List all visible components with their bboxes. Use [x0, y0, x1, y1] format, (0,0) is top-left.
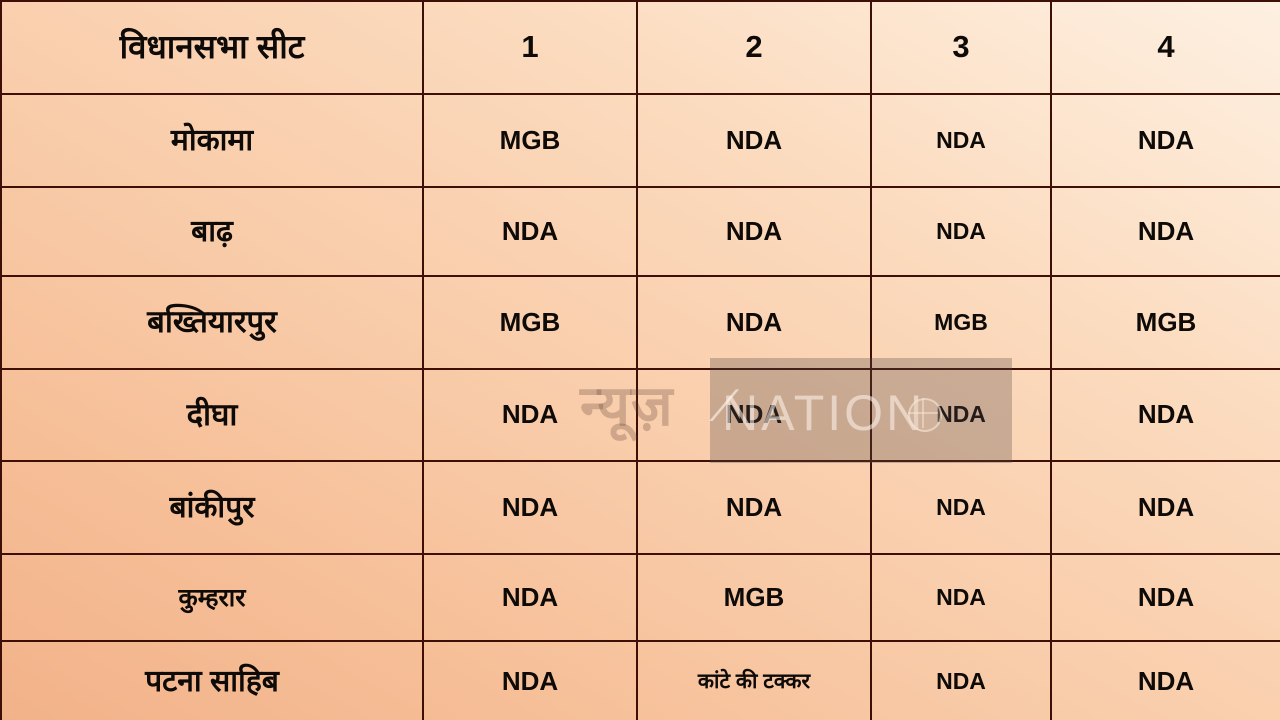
result-cell: NDA — [636, 275, 872, 370]
result-cell: NDA — [636, 460, 872, 555]
result-cell: NDA — [870, 640, 1052, 720]
result-cell: MGB — [1050, 275, 1280, 370]
result-cell: NDA — [1050, 93, 1280, 188]
result-cell: NDA — [422, 640, 638, 720]
result-cell: NDA — [422, 368, 638, 462]
table-row: कुम्हरार NDA MGB NDA NDA — [0, 553, 1280, 642]
header-seat-name: विधानसभा सीट — [0, 0, 424, 95]
header-pollster-1: 1 — [422, 0, 638, 95]
header-pollster-4: 4 — [1050, 0, 1280, 95]
result-cell: MGB — [422, 93, 638, 188]
seat-name-cell: बख्तियारपुर — [0, 275, 424, 370]
result-cell: NDA — [870, 93, 1052, 188]
result-cell: MGB — [870, 275, 1052, 370]
seat-name-cell: दीघा — [0, 368, 424, 462]
header-pollster-3: 3 — [870, 0, 1052, 95]
result-cell: NDA — [422, 186, 638, 277]
seat-name-cell: पटना साहिब — [0, 640, 424, 720]
table-header-row: विधानसभा सीट 1 2 3 4 — [0, 0, 1280, 95]
seat-name-cell: बांकीपुर — [0, 460, 424, 555]
result-cell: NDA — [422, 460, 638, 555]
table-row: दीघा NDA NDA NDA NDA — [0, 368, 1280, 462]
table-row: मोकामा MGB NDA NDA NDA — [0, 93, 1280, 188]
result-cell: NDA — [1050, 368, 1280, 462]
result-cell: MGB — [422, 275, 638, 370]
result-cell: NDA — [870, 460, 1052, 555]
result-cell: NDA — [870, 186, 1052, 277]
table-row: बख्तियारपुर MGB NDA MGB MGB — [0, 275, 1280, 370]
result-cell: MGB — [636, 553, 872, 642]
seat-name-cell: बाढ़ — [0, 186, 424, 277]
result-cell: NDA — [636, 186, 872, 277]
result-cell: NDA — [1050, 186, 1280, 277]
result-cell: NDA — [636, 93, 872, 188]
result-cell: NDA — [636, 368, 872, 462]
header-pollster-2: 2 — [636, 0, 872, 95]
table-row: बाढ़ NDA NDA NDA NDA — [0, 186, 1280, 277]
table-row: पटना साहिब NDA कांटे की टक्कर NDA NDA — [0, 640, 1280, 720]
result-cell: कांटे की टक्कर — [636, 640, 872, 720]
result-cell: NDA — [422, 553, 638, 642]
result-cell: NDA — [1050, 640, 1280, 720]
result-cell: NDA — [1050, 553, 1280, 642]
result-cell: NDA — [1050, 460, 1280, 555]
seat-name-cell: मोकामा — [0, 93, 424, 188]
seat-name-cell: कुम्हरार — [0, 553, 424, 642]
result-cell: NDA — [870, 368, 1052, 462]
result-cell: NDA — [870, 553, 1052, 642]
table-row: बांकीपुर NDA NDA NDA NDA — [0, 460, 1280, 555]
